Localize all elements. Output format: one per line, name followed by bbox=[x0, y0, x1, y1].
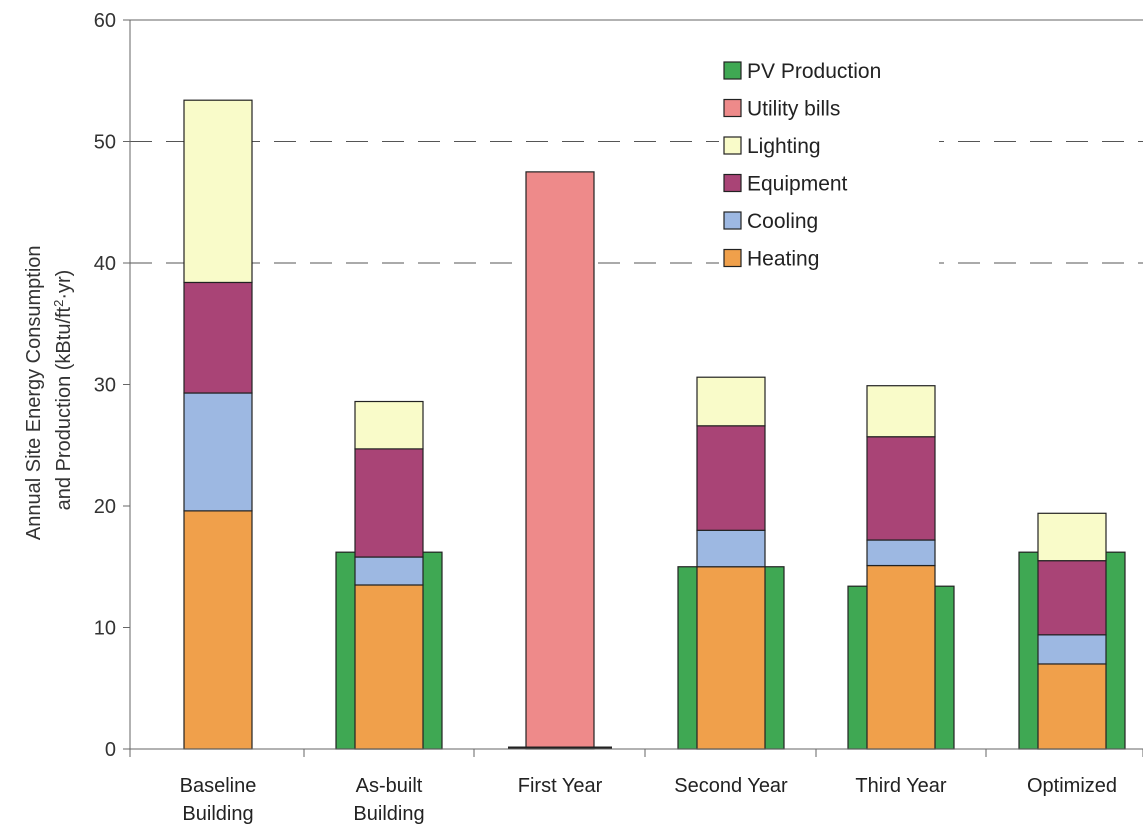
y-axis-title-superscript: 2 bbox=[51, 300, 66, 307]
x-category-label-3-0: Second Year bbox=[674, 775, 788, 797]
y-axis-title-line2-end: ·yr) bbox=[53, 270, 75, 300]
bar-lighting-0 bbox=[183, 99, 253, 284]
bar-heating-3 bbox=[696, 566, 766, 750]
x-category-label-0-1: Building bbox=[182, 803, 253, 825]
y-tick-label-60: 60 bbox=[94, 10, 116, 32]
legend-label-4: Cooling bbox=[747, 210, 818, 233]
x-category-label-5-0: Optimized bbox=[1027, 775, 1117, 797]
bar-utility-2 bbox=[525, 171, 595, 750]
bar-equipment-4 bbox=[866, 436, 936, 541]
bars bbox=[183, 99, 1126, 750]
bar-cooling-5 bbox=[1037, 634, 1107, 665]
bar-cooling-1 bbox=[354, 556, 424, 586]
bar-cooling-3 bbox=[696, 529, 766, 568]
gridlines bbox=[130, 19, 1143, 264]
legend-swatch-3 bbox=[723, 173, 742, 193]
bar-lighting-5 bbox=[1037, 512, 1107, 562]
y-tick-label-20: 20 bbox=[94, 496, 116, 518]
y-axis-title: Annual Site Energy Consumption and Produ… bbox=[23, 240, 75, 540]
bar-equipment-1 bbox=[354, 448, 424, 558]
x-category-label-1-0: As-built bbox=[356, 775, 423, 797]
bar-heating-5 bbox=[1037, 663, 1107, 750]
bar-lighting-1 bbox=[354, 400, 424, 450]
bar-lighting-3 bbox=[696, 376, 766, 427]
bar-equipment-0 bbox=[183, 281, 253, 394]
x-category-label-4-0: Third Year bbox=[855, 775, 947, 797]
y-tick-label-10: 10 bbox=[94, 618, 116, 640]
y-tick-label-0: 0 bbox=[105, 739, 116, 761]
legend-label-0: PV Production bbox=[747, 60, 881, 83]
y-axis-title-line1: Annual Site Energy Consumption bbox=[23, 245, 45, 540]
legend-swatch-4 bbox=[723, 211, 742, 230]
y-tick-label-30: 30 bbox=[94, 375, 116, 397]
bar-heating-4 bbox=[866, 564, 936, 750]
bar-lighting-4 bbox=[866, 385, 936, 438]
bar-equipment-3 bbox=[696, 425, 766, 531]
bar-equipment-5 bbox=[1037, 560, 1107, 636]
bar-cooling-4 bbox=[866, 539, 936, 567]
legend: PV Production Utility bills Lighting Equipm… bbox=[719, 51, 939, 282]
legend-swatch-2 bbox=[723, 136, 742, 155]
legend-swatch-0 bbox=[723, 61, 742, 80]
y-tick-label-40: 40 bbox=[94, 253, 116, 275]
legend-swatch-1 bbox=[723, 98, 742, 118]
bar-cooling-0 bbox=[183, 392, 253, 512]
y-axis-title-line2: and Production (kBtu/ft bbox=[53, 306, 75, 510]
legend-box bbox=[719, 51, 939, 282]
legend-label-5: Heating bbox=[747, 248, 819, 271]
bar-heating-1 bbox=[354, 584, 424, 750]
x-category-label-2-0: First Year bbox=[518, 775, 603, 797]
x-category-label-0-0: Baseline bbox=[180, 775, 257, 797]
legend-label-1: Utility bills bbox=[747, 98, 840, 121]
legend-swatch-5 bbox=[723, 248, 742, 268]
legend-label-3: Equipment bbox=[747, 173, 848, 196]
legend-label-2: Lighting bbox=[747, 135, 821, 158]
axes: 0 10 20 30 40 50 60 Baseline Building As-built Bui… bbox=[94, 10, 1143, 825]
y-tick-label-50: 50 bbox=[94, 132, 116, 154]
x-category-label-1-1: Building bbox=[353, 803, 424, 825]
bar-heating-0 bbox=[183, 510, 253, 750]
